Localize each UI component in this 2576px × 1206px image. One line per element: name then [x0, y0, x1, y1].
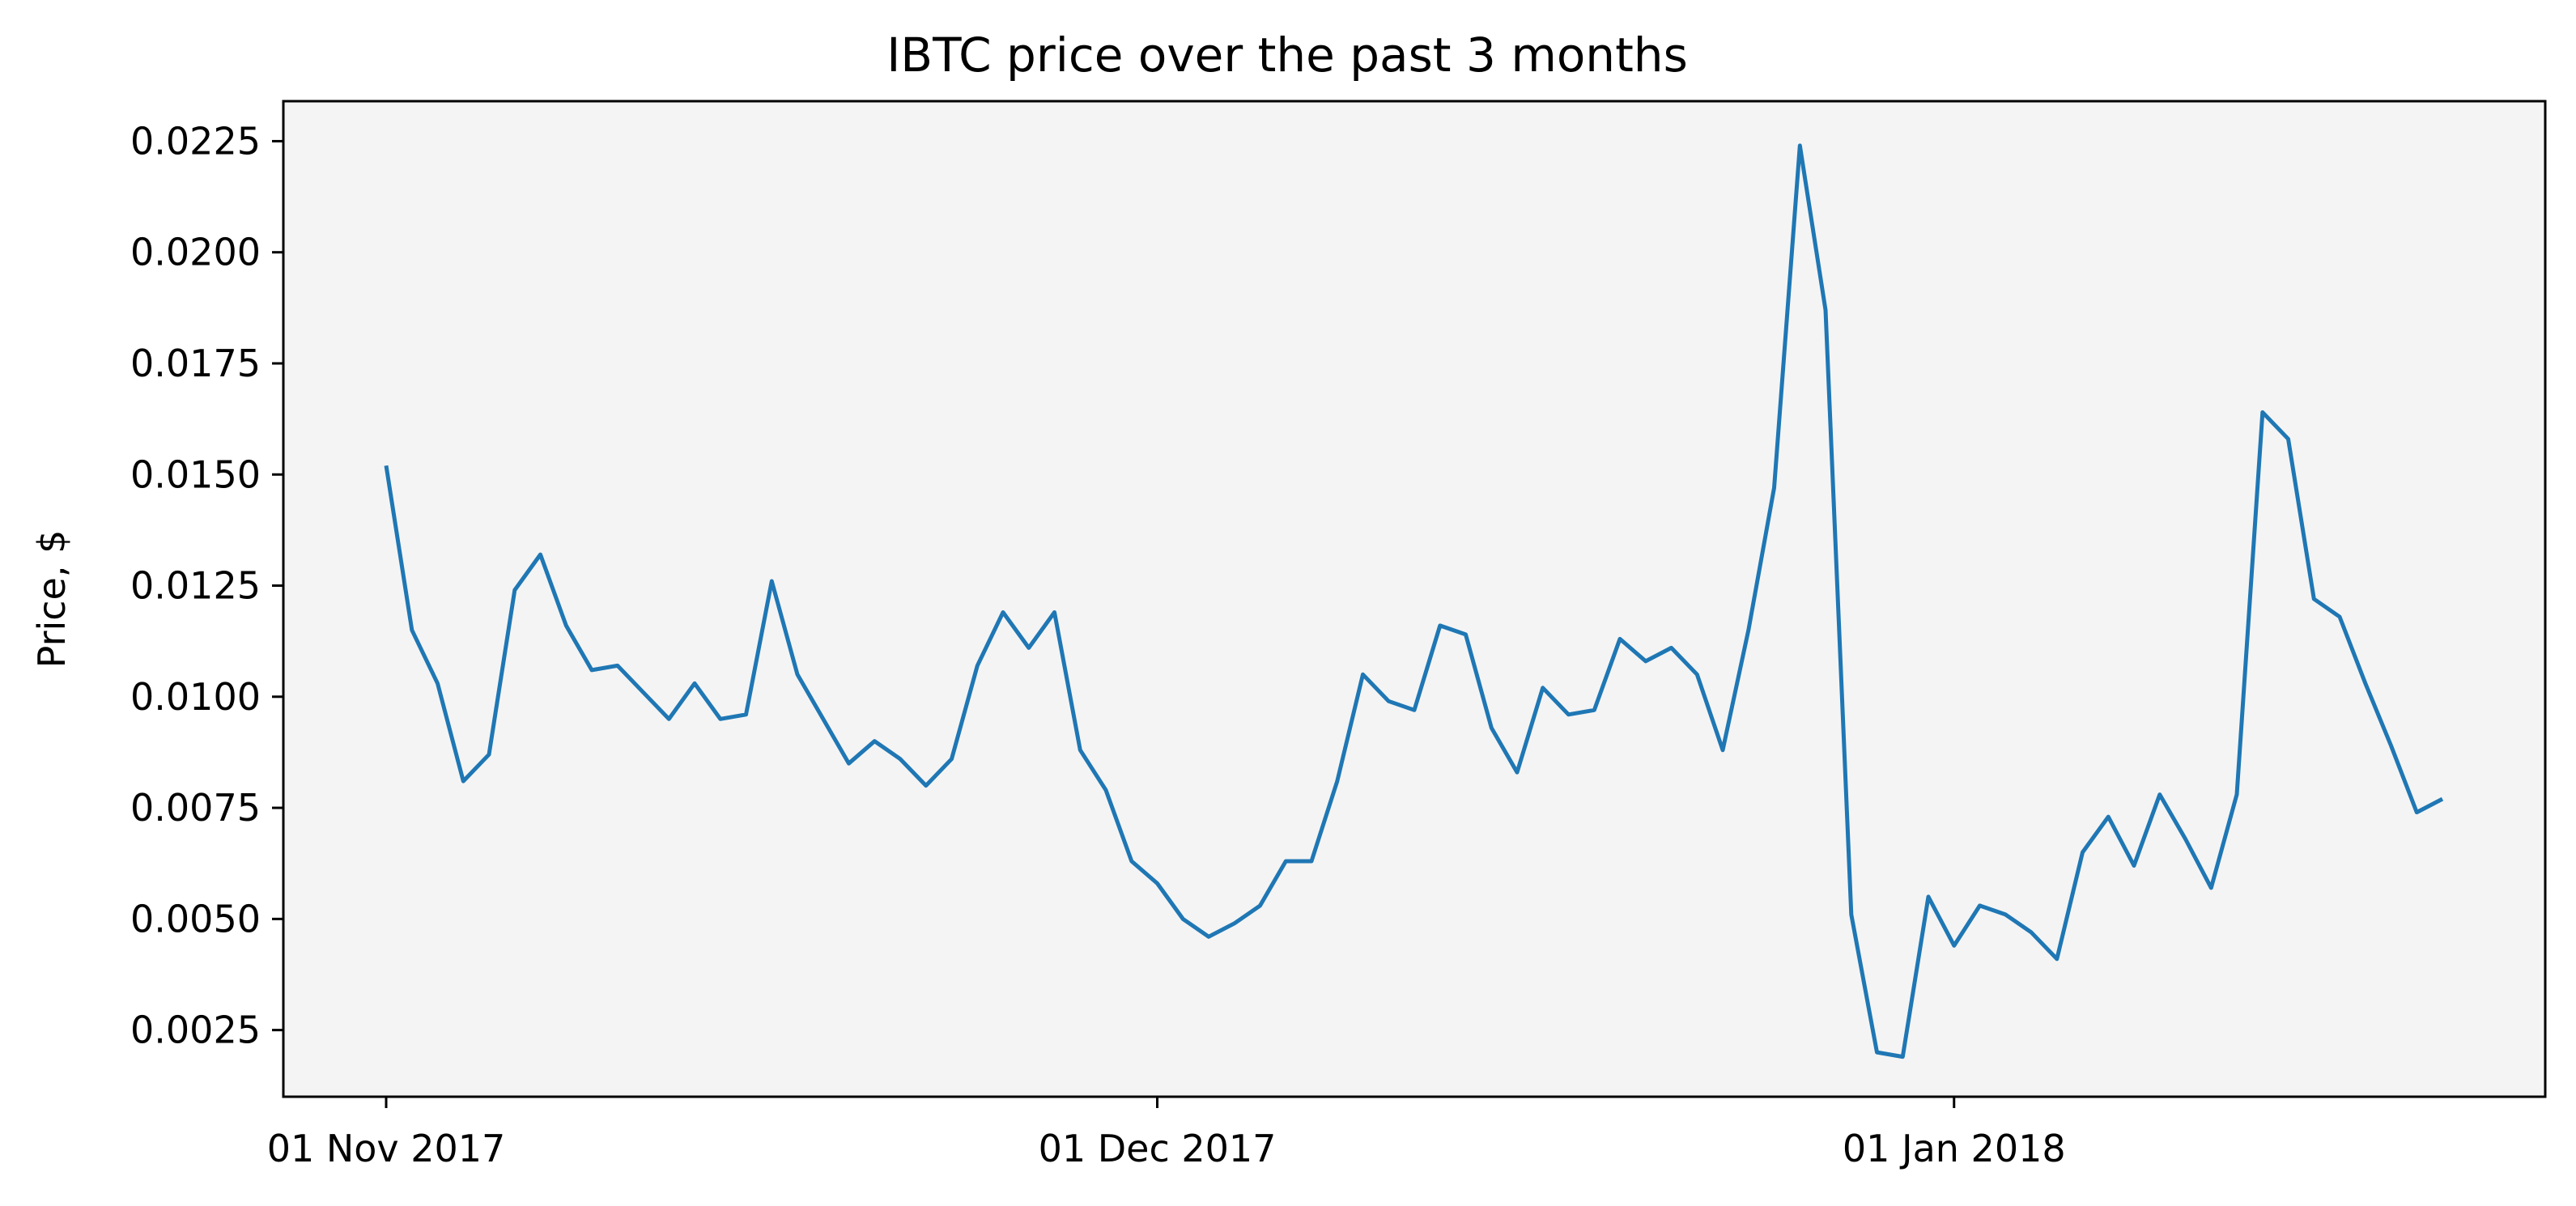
- plot-background: [283, 101, 2545, 1097]
- y-tick-label: 0.0200: [130, 231, 261, 274]
- y-tick-label: 0.0175: [130, 342, 261, 385]
- x-tick-label: 01 Jan 2018: [1843, 1127, 2066, 1170]
- y-tick-label: 0.0075: [130, 786, 261, 830]
- y-tick-label: 0.0100: [130, 675, 261, 719]
- y-tick-label: 0.0150: [130, 452, 261, 496]
- price-series-line: [384, 143, 2444, 1059]
- y-tick-label: 0.0125: [130, 564, 261, 608]
- chart-title: IBTC price over the past 3 months: [886, 28, 1688, 83]
- y-tick-label: 0.0050: [130, 897, 261, 941]
- x-axis-ticks: 01 Nov 2017 01 Dec 2017 01 Jan 2018: [267, 1097, 2066, 1170]
- x-tick-label: 01 Nov 2017: [267, 1127, 506, 1170]
- x-tick-label: 01 Dec 2017: [1039, 1127, 1277, 1170]
- y-axis-ticks: 0.0025 0.0050 0.0075 0.0100 0.0125 0.0150 0.01…: [130, 119, 283, 1052]
- plot-frame: [282, 100, 2547, 1098]
- y-axis-label: Price, $: [30, 530, 74, 669]
- y-tick-label: 0.0225: [130, 119, 261, 163]
- y-tick-label: 0.0025: [130, 1009, 261, 1052]
